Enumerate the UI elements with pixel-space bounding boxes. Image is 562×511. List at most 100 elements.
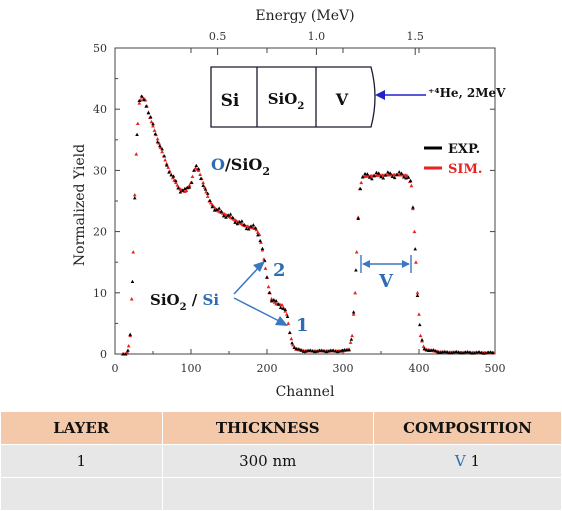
sim-point bbox=[266, 284, 271, 289]
exp-point bbox=[233, 220, 237, 224]
annotation-sio2-part: SiO bbox=[150, 291, 180, 309]
sim-point bbox=[263, 266, 268, 270]
exp-point bbox=[208, 198, 212, 202]
header-layer: LAYER bbox=[0, 411, 163, 445]
sim-point bbox=[421, 344, 426, 348]
annotation-slash: / bbox=[187, 291, 203, 309]
arrow-to-edge-2 bbox=[233, 265, 261, 295]
exp-point bbox=[174, 178, 178, 183]
x-tick-label: 300 bbox=[333, 362, 354, 375]
schematic-sio2-label: SiO2 bbox=[268, 90, 305, 112]
table-row-partial bbox=[0, 477, 562, 511]
sim-point bbox=[137, 101, 142, 105]
exp-point bbox=[395, 172, 399, 177]
exp-point bbox=[447, 351, 452, 355]
sim-point bbox=[132, 192, 137, 197]
arrow-to-edge-2-head bbox=[253, 261, 265, 272]
exp-point bbox=[176, 186, 180, 190]
exp-point bbox=[292, 345, 297, 349]
exp-point bbox=[454, 349, 459, 354]
exp-point bbox=[235, 222, 240, 226]
exp-point bbox=[155, 140, 160, 144]
table-row: 1 300 nm V 1 bbox=[0, 444, 562, 478]
exp-point bbox=[436, 350, 440, 354]
exp-point bbox=[459, 351, 463, 355]
sim-point bbox=[151, 124, 155, 128]
exp-point bbox=[402, 175, 406, 179]
sim-point bbox=[348, 340, 353, 344]
exp-point bbox=[171, 174, 176, 178]
y-tick-label: 20 bbox=[93, 226, 107, 239]
sim-point bbox=[290, 342, 295, 347]
header-thickness: THICKNESS bbox=[161, 411, 374, 445]
exp-point bbox=[196, 167, 201, 171]
composition-element: V bbox=[454, 452, 466, 470]
y-tick-label: 30 bbox=[93, 164, 107, 177]
exp-point bbox=[422, 346, 427, 351]
sim-point bbox=[286, 321, 291, 325]
y-tick-label: 10 bbox=[93, 287, 107, 300]
sim-point bbox=[160, 149, 165, 154]
exp-point bbox=[408, 178, 413, 183]
x-tick-label: 0 bbox=[112, 362, 119, 375]
exp-point bbox=[139, 94, 144, 98]
exp-point bbox=[158, 143, 162, 148]
top-tick-label: 1.0 bbox=[308, 30, 326, 43]
exp-point bbox=[456, 350, 461, 354]
exp-point bbox=[308, 348, 313, 352]
sim-point bbox=[173, 180, 178, 185]
legend: EXP. SIM. bbox=[424, 142, 482, 177]
exp-point bbox=[276, 302, 281, 306]
exp-point bbox=[390, 174, 395, 179]
exp-point bbox=[153, 131, 158, 136]
sim-point bbox=[129, 297, 134, 301]
exp-point bbox=[406, 175, 411, 179]
exp-point bbox=[148, 115, 153, 119]
exp-point bbox=[274, 299, 278, 303]
sim-point bbox=[131, 250, 136, 254]
sim-point bbox=[175, 183, 180, 187]
exp-point bbox=[465, 349, 470, 354]
composition-amount: 1 bbox=[470, 452, 481, 470]
exp-point bbox=[315, 349, 319, 353]
exp-point bbox=[249, 224, 253, 228]
exp-point bbox=[242, 222, 246, 227]
exp-point bbox=[386, 170, 390, 174]
sim-point bbox=[280, 303, 285, 307]
exp-point bbox=[189, 180, 194, 184]
sim-point bbox=[126, 343, 131, 348]
sim-point bbox=[158, 145, 163, 149]
sim-point bbox=[409, 183, 414, 188]
exp-point bbox=[376, 171, 381, 175]
beam-arrowhead bbox=[375, 90, 385, 100]
table-header-row: LAYER THICKNESS COMPOSITION bbox=[0, 411, 562, 445]
sim-point bbox=[152, 128, 157, 132]
exp-point bbox=[347, 348, 351, 352]
exp-point bbox=[479, 350, 484, 354]
exp-point bbox=[151, 121, 155, 126]
exp-point bbox=[443, 349, 447, 353]
exp-point bbox=[258, 238, 262, 243]
sim-point bbox=[210, 202, 215, 207]
exp-point bbox=[363, 171, 367, 176]
exp-point bbox=[210, 205, 215, 209]
exp-point bbox=[372, 174, 376, 178]
exp-point bbox=[180, 188, 185, 192]
exp-point bbox=[262, 258, 267, 263]
exp-point bbox=[244, 226, 249, 231]
exp-point bbox=[215, 207, 219, 212]
exp-point bbox=[219, 209, 224, 213]
sim-point bbox=[269, 297, 274, 301]
sim-point bbox=[204, 189, 209, 194]
top-axis-label: Energy (MeV) bbox=[255, 8, 354, 24]
exp-point bbox=[265, 275, 269, 279]
exp-point bbox=[194, 163, 199, 168]
annotation-sub-part: 2 bbox=[262, 165, 270, 178]
exp-point bbox=[228, 212, 233, 216]
exp-point bbox=[246, 227, 251, 231]
sim-point bbox=[354, 250, 359, 254]
x-tick-label: 400 bbox=[409, 362, 430, 375]
sim-point bbox=[351, 312, 356, 316]
exp-point bbox=[205, 191, 210, 195]
top-tick-label: 1.5 bbox=[406, 30, 424, 43]
